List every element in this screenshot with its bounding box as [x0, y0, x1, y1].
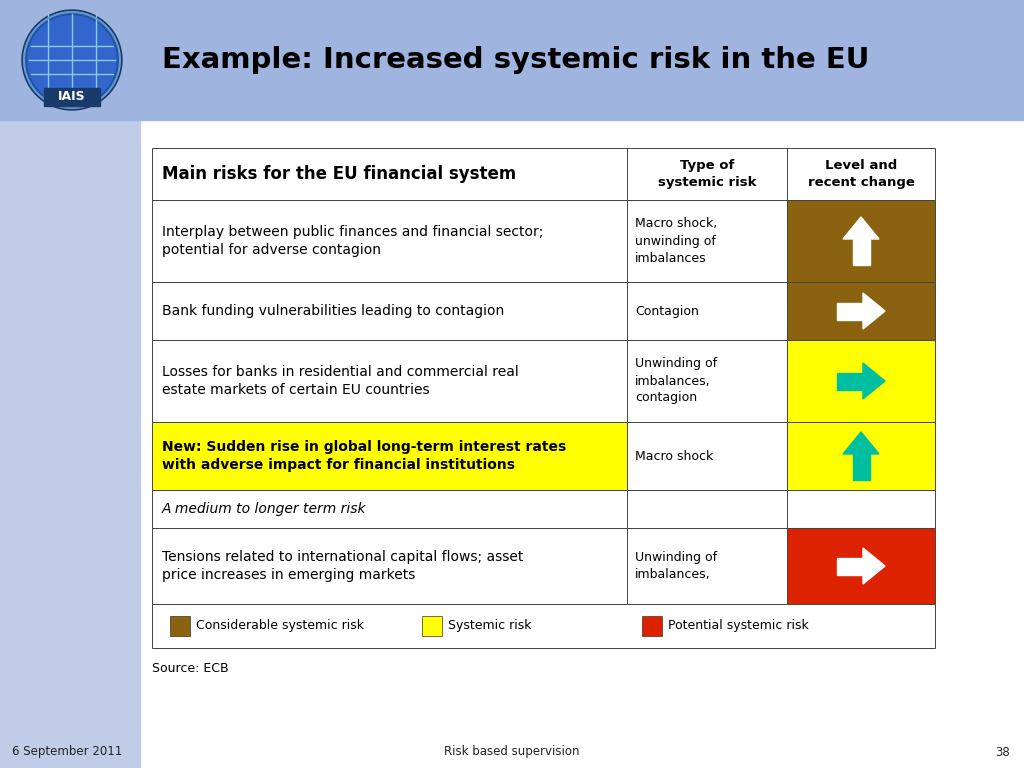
Bar — [152, 422, 627, 490]
Circle shape — [22, 10, 122, 110]
Bar — [787, 282, 935, 340]
Bar — [787, 422, 935, 490]
Bar — [837, 303, 863, 319]
Text: Risk based supervision: Risk based supervision — [444, 746, 580, 759]
Bar — [152, 340, 627, 422]
Text: IAIS: IAIS — [58, 91, 86, 104]
Bar — [422, 616, 442, 636]
Bar — [787, 340, 935, 422]
Bar — [627, 340, 787, 422]
Text: Potential systemic risk: Potential systemic risk — [668, 620, 809, 633]
Bar — [627, 200, 787, 282]
Bar — [853, 454, 869, 480]
Bar — [787, 200, 935, 282]
Bar — [787, 490, 935, 528]
Text: Main risks for the EU financial system: Main risks for the EU financial system — [162, 165, 516, 183]
Bar — [627, 148, 787, 200]
Text: Systemic risk: Systemic risk — [449, 620, 531, 633]
Text: New: Sudden rise in global long-term interest rates
with adverse impact for fina: New: Sudden rise in global long-term int… — [162, 440, 566, 472]
Text: Level and
recent change: Level and recent change — [808, 159, 914, 189]
Bar — [170, 616, 190, 636]
Text: Tensions related to international capital flows; asset
price increases in emergi: Tensions related to international capita… — [162, 550, 523, 582]
Bar — [152, 604, 935, 648]
Polygon shape — [863, 363, 885, 399]
Text: Contagion: Contagion — [635, 304, 698, 317]
Text: Unwinding of
imbalances,: Unwinding of imbalances, — [635, 551, 717, 581]
Text: A medium to longer term risk: A medium to longer term risk — [162, 502, 367, 516]
Bar — [152, 200, 627, 282]
Text: Source: ECB: Source: ECB — [152, 662, 228, 675]
Circle shape — [24, 12, 120, 108]
Bar — [787, 148, 935, 200]
Text: Macro shock: Macro shock — [635, 449, 714, 462]
Bar — [837, 372, 863, 389]
Bar — [152, 528, 627, 604]
Text: Interplay between public finances and financial sector;
potential for adverse co: Interplay between public finances and fi… — [162, 225, 544, 257]
Bar — [152, 282, 627, 340]
Bar — [152, 148, 627, 200]
Bar — [837, 558, 863, 574]
Bar — [627, 490, 787, 528]
Bar — [0, 0, 1024, 120]
Bar — [44, 88, 100, 106]
Text: Type of
systemic risk: Type of systemic risk — [657, 159, 757, 189]
Text: Example: Increased systemic risk in the EU: Example: Increased systemic risk in the … — [162, 46, 869, 74]
Text: Considerable systemic risk: Considerable systemic risk — [196, 620, 364, 633]
Bar — [627, 282, 787, 340]
Polygon shape — [843, 432, 879, 454]
Bar — [627, 422, 787, 490]
Bar — [853, 239, 869, 265]
Text: Bank funding vulnerabilities leading to contagion: Bank funding vulnerabilities leading to … — [162, 304, 504, 318]
Polygon shape — [863, 548, 885, 584]
Polygon shape — [863, 293, 885, 329]
Bar — [627, 528, 787, 604]
Polygon shape — [843, 217, 879, 239]
Circle shape — [28, 16, 116, 104]
Text: 6 September 2011: 6 September 2011 — [12, 746, 122, 759]
Text: Macro shock,
unwinding of
imbalances: Macro shock, unwinding of imbalances — [635, 217, 717, 264]
Text: 38: 38 — [995, 746, 1010, 759]
Bar — [787, 528, 935, 604]
Text: Unwinding of
imbalances,
contagion: Unwinding of imbalances, contagion — [635, 357, 717, 405]
Text: Losses for banks in residential and commercial real
estate markets of certain EU: Losses for banks in residential and comm… — [162, 365, 519, 397]
Bar — [152, 490, 627, 528]
Bar — [642, 616, 662, 636]
Bar — [0, 0, 140, 768]
